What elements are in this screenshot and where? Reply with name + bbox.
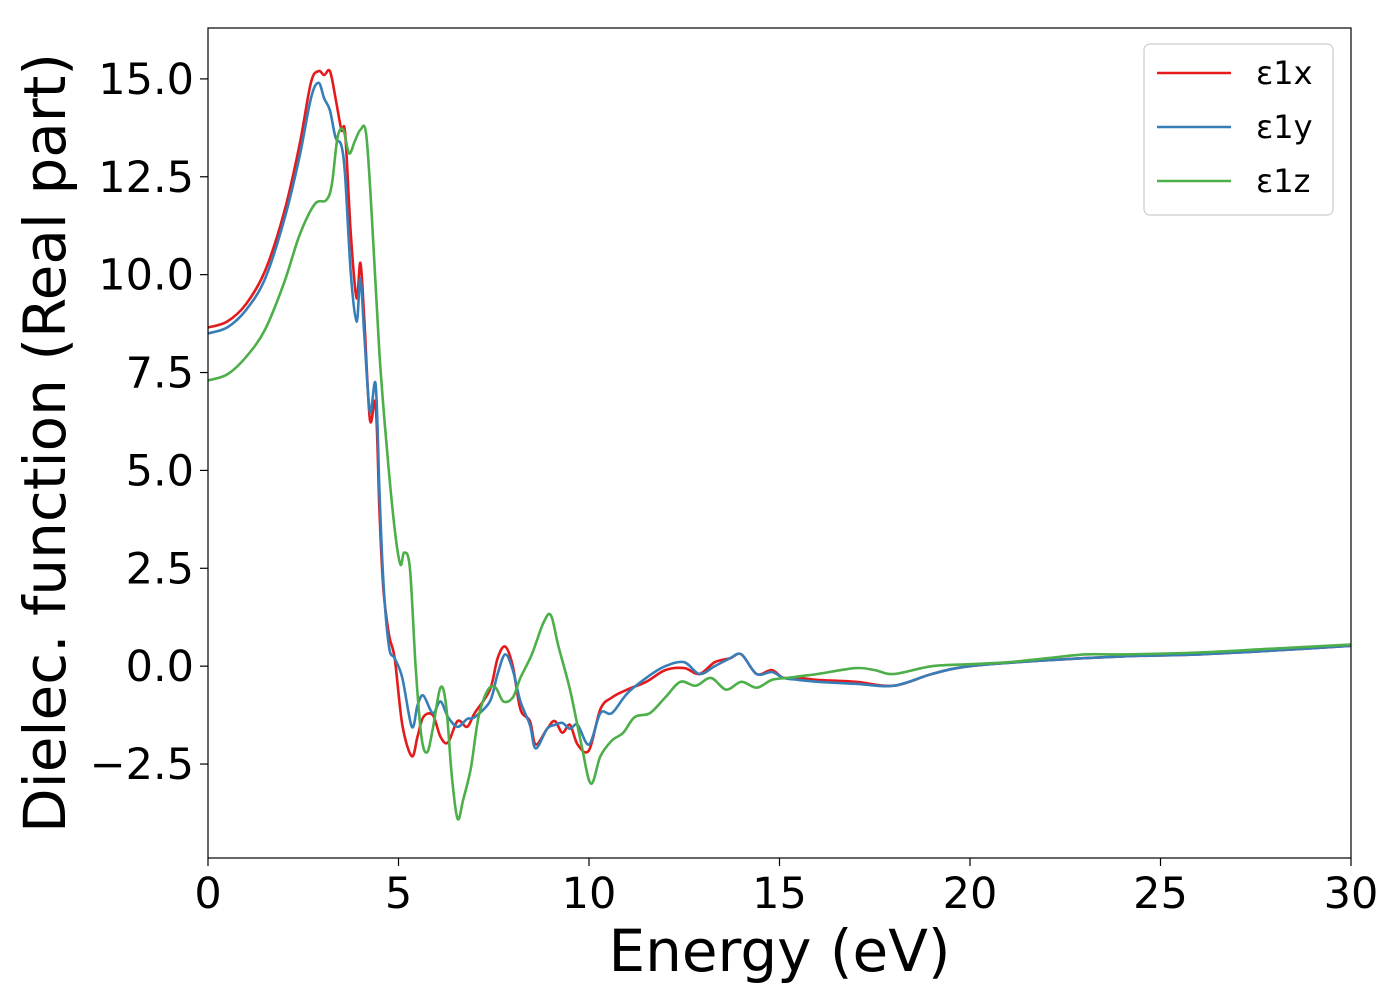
x-tick-label: 0 bbox=[194, 869, 221, 919]
x-axis: 0 5 10 15 20 25 30 bbox=[194, 858, 1378, 919]
legend: ε1x ε1y ε1z bbox=[1143, 43, 1334, 216]
x-tick-label: 10 bbox=[562, 869, 617, 919]
x-tick-label: 25 bbox=[1133, 869, 1188, 919]
x-tick-label: 30 bbox=[1324, 869, 1379, 919]
series-line-2 bbox=[208, 81, 1351, 750]
y-axis: −2.5 0.0 2.5 5.0 7.5 10.0 12.5 15.0 bbox=[90, 55, 208, 790]
x-tick-label: 15 bbox=[752, 869, 807, 919]
y-tick-label: 0.0 bbox=[126, 642, 194, 692]
series-line-3 bbox=[208, 124, 1351, 821]
legend-label: ε1z bbox=[1256, 162, 1310, 200]
legend-box bbox=[1143, 43, 1334, 216]
legend-label: ε1x bbox=[1256, 54, 1313, 92]
x-axis-title: Energy (eV) bbox=[608, 917, 950, 985]
series-layer bbox=[208, 68, 1351, 821]
y-tick-label: 10.0 bbox=[98, 251, 194, 301]
x-tick-label: 20 bbox=[943, 869, 998, 919]
y-tick-label: 2.5 bbox=[126, 544, 194, 594]
y-axis-title: Dielec. function (Real part) bbox=[11, 53, 79, 833]
y-tick-label: 12.5 bbox=[98, 153, 194, 203]
y-tick-label: 7.5 bbox=[126, 349, 194, 399]
y-tick-label: −2.5 bbox=[90, 740, 194, 790]
y-tick-label: 15.0 bbox=[98, 55, 194, 105]
x-tick-label: 5 bbox=[385, 869, 412, 919]
y-tick-label: 5.0 bbox=[126, 446, 194, 496]
legend-label: ε1y bbox=[1256, 108, 1313, 146]
